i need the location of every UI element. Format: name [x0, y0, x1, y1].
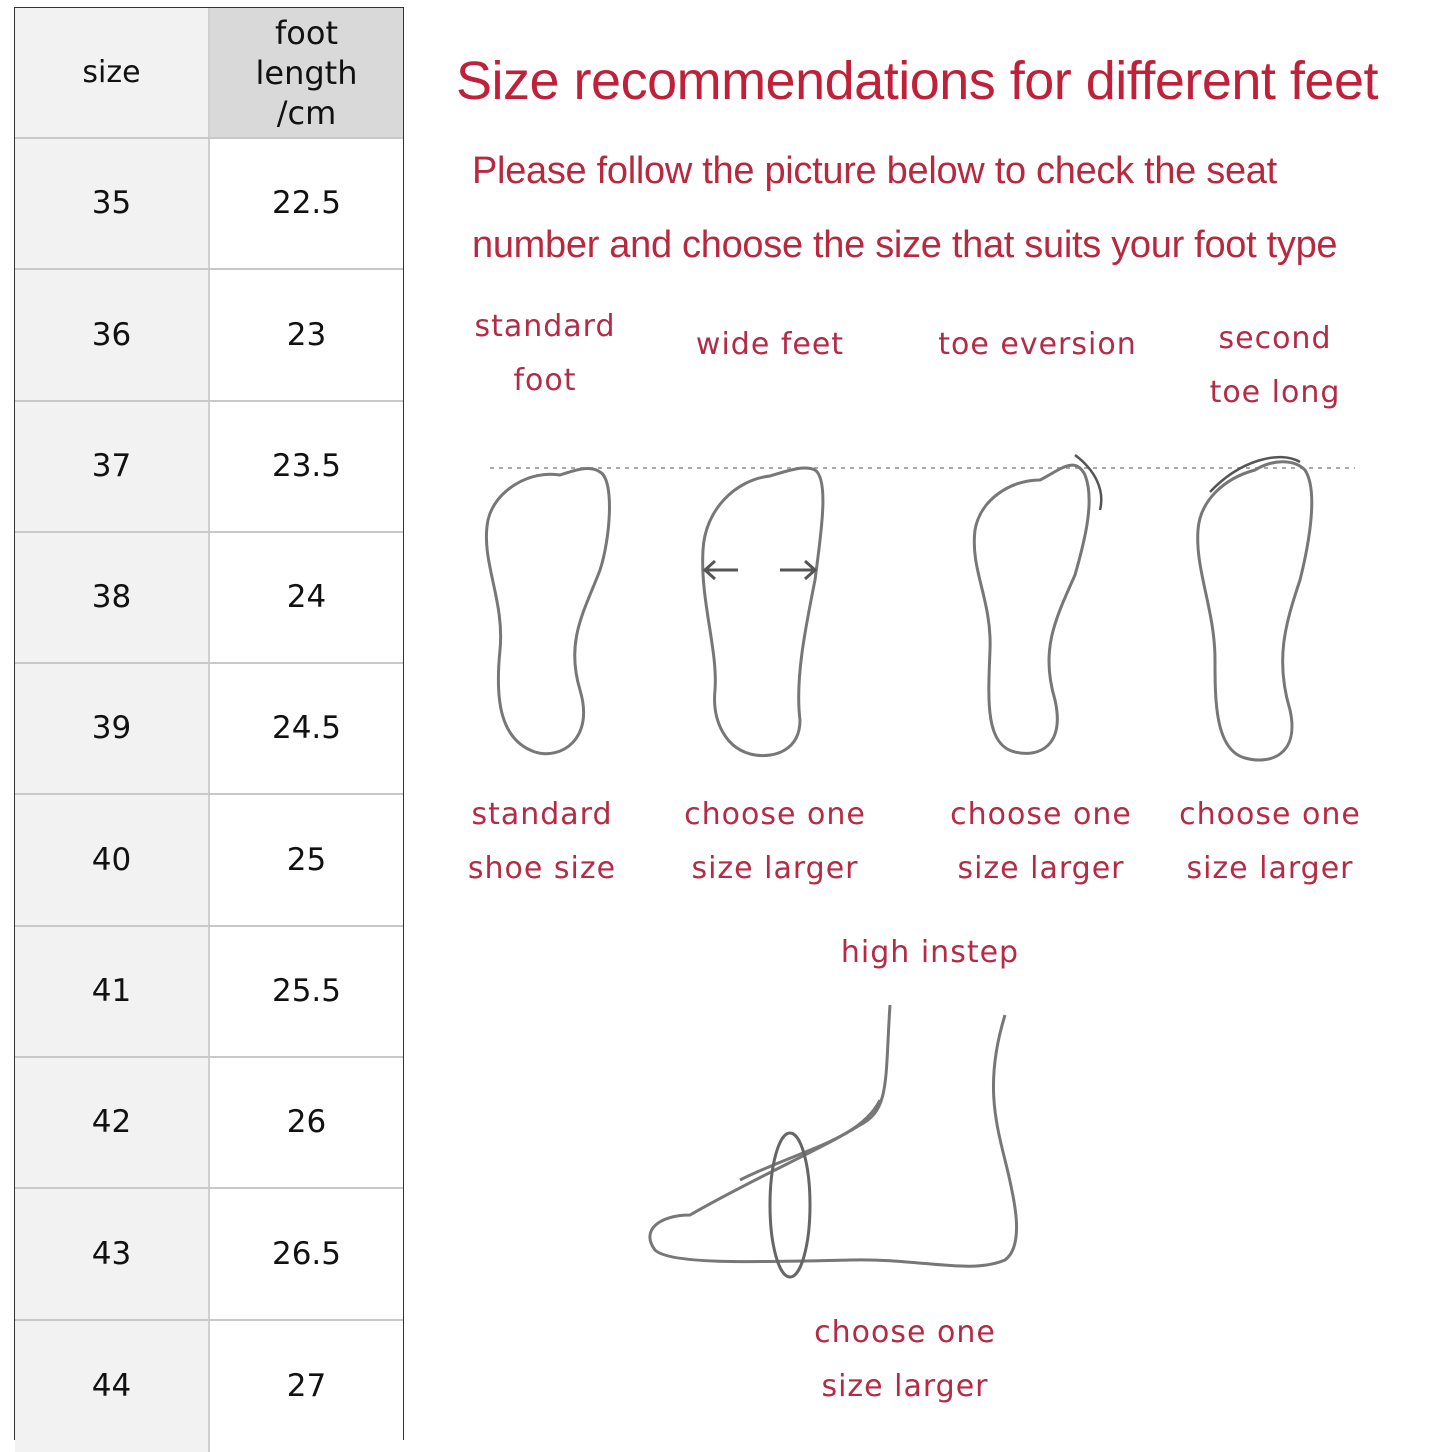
header-foot-length: foot length /cm — [210, 8, 403, 137]
advice-high-instep: choose one size larger — [814, 1315, 996, 1404]
wide-feet-outline — [701, 466, 825, 758]
foot-type-standard: standard foot — [474, 309, 616, 398]
foot-type-second-toe: second toe long — [1209, 321, 1341, 410]
foot-length-cell: 24.5 — [210, 664, 403, 794]
high-instep-outline — [648, 1004, 1018, 1279]
size-cell: 35 — [15, 139, 210, 269]
table-header-row: size foot length /cm — [15, 8, 403, 139]
table-row: 38 24 — [15, 532, 403, 665]
advice-wide: choose one size larger — [684, 797, 866, 886]
table-row: 39 24.5 — [15, 664, 403, 796]
foot-length-cell: 22.5 — [210, 139, 403, 269]
foot-length-cell: 27 — [210, 1320, 403, 1452]
second-toe-long-outline — [1196, 455, 1314, 762]
eversion-arrow-icon — [1074, 454, 1103, 511]
table-row: 41 25.5 — [15, 926, 403, 1059]
size-cell: 38 — [15, 532, 210, 663]
size-cell: 36 — [15, 270, 210, 400]
size-cell: 40 — [15, 795, 210, 925]
size-cell: 41 — [15, 926, 210, 1057]
size-table: size foot length /cm 35 22.5 36 23 37 23.5 38 2… — [14, 7, 404, 1452]
size-cell: 43 — [15, 1189, 210, 1319]
foot-type-high-instep: high instep — [840, 935, 1020, 970]
toe-eversion-outline — [972, 454, 1103, 755]
advice-standard: standard shoe size — [467, 797, 617, 886]
table-row: 44 27 — [15, 1320, 403, 1452]
table-row: 42 26 — [15, 1058, 403, 1190]
foot-type-toe-eversion: toe eversion — [938, 327, 1137, 362]
instep-ring-icon — [768, 1131, 812, 1279]
foot-type-wide: wide feet — [695, 327, 845, 362]
guide-subtitle-1: Please follow the picture below to check… — [472, 150, 1277, 192]
table-row: 40 25 — [15, 795, 403, 927]
header-size: size — [15, 8, 210, 137]
advice-toe-eversion: choose one size larger — [950, 797, 1132, 886]
standard-foot-outline — [484, 467, 611, 756]
size-cell: 42 — [15, 1058, 210, 1188]
table-row: 35 22.5 — [15, 139, 403, 271]
guide-subtitle-2: number and choose the size that suits yo… — [472, 224, 1338, 266]
table-row: 37 23.5 — [15, 401, 403, 533]
size-cell: 44 — [15, 1320, 210, 1452]
foot-length-cell: 25 — [210, 795, 403, 925]
table-row: 43 26.5 — [15, 1189, 403, 1321]
foot-length-cell: 25.5 — [210, 926, 403, 1057]
foot-length-cell: 26.5 — [210, 1189, 403, 1319]
advice-second-toe: choose one size larger — [1179, 797, 1361, 886]
foot-length-cell: 23 — [210, 270, 403, 400]
foot-length-cell: 24 — [210, 532, 403, 663]
foot-length-cell: 26 — [210, 1058, 403, 1188]
table-row: 36 23 — [15, 270, 403, 402]
foot-length-cell: 23.5 — [210, 401, 403, 531]
width-arrows-icon — [702, 559, 818, 581]
guide-title: Size recommendations for different feet — [456, 51, 1379, 111]
size-cell: 37 — [15, 401, 210, 531]
size-cell: 39 — [15, 664, 210, 794]
